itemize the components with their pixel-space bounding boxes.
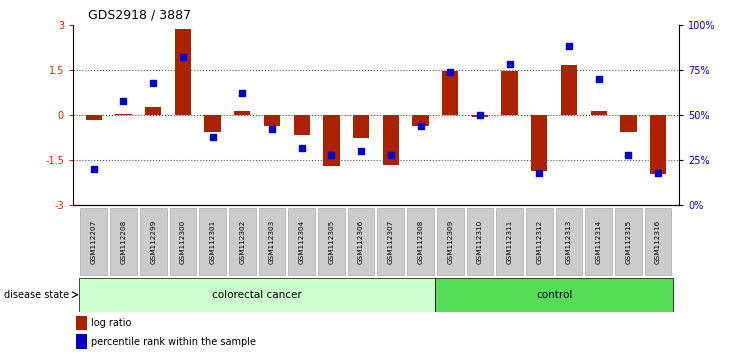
Text: GSM112313: GSM112313	[566, 219, 572, 264]
Bar	[412, 115, 429, 126]
Point	[326, 152, 337, 158]
Bar	[115, 114, 131, 115]
Bar	[383, 115, 399, 165]
Text: GSM112314: GSM112314	[596, 219, 602, 264]
Bar	[234, 112, 250, 115]
Point	[534, 170, 545, 176]
Text: GSM112304: GSM112304	[299, 219, 304, 264]
Text: GSM112309: GSM112309	[447, 219, 453, 264]
Point	[177, 55, 189, 60]
Bar	[353, 115, 369, 138]
Bar	[437, 209, 464, 275]
Text: GSM112301: GSM112301	[210, 219, 215, 264]
Bar	[502, 72, 518, 115]
Text: GSM112207: GSM112207	[91, 219, 97, 264]
Bar	[110, 209, 137, 275]
Bar	[264, 115, 280, 126]
Text: GSM112302: GSM112302	[239, 219, 245, 264]
Point	[474, 112, 485, 118]
Text: GSM112308: GSM112308	[418, 219, 423, 264]
Point	[653, 170, 664, 176]
Bar	[472, 115, 488, 116]
Text: GSM112303: GSM112303	[269, 219, 275, 264]
Text: GSM112311: GSM112311	[507, 219, 512, 264]
Bar	[496, 209, 523, 275]
Bar	[442, 72, 458, 115]
Text: GSM112312: GSM112312	[537, 219, 542, 264]
Point	[385, 152, 396, 158]
Text: control: control	[536, 290, 572, 300]
Text: GDS2918 / 3887: GDS2918 / 3887	[88, 8, 191, 21]
Bar	[229, 209, 255, 275]
Point	[237, 91, 248, 96]
Bar	[585, 209, 612, 275]
Bar	[377, 209, 404, 275]
Bar	[169, 209, 196, 275]
Point	[356, 148, 367, 154]
Text: GSM112316: GSM112316	[655, 219, 661, 264]
Bar	[526, 209, 553, 275]
Bar	[85, 115, 102, 120]
Bar	[556, 209, 583, 275]
Bar	[140, 209, 166, 275]
Bar	[199, 209, 226, 275]
Text: GSM112208: GSM112208	[120, 219, 126, 264]
Point	[504, 62, 515, 67]
Text: disease state: disease state	[4, 290, 69, 300]
Text: GSM112310: GSM112310	[477, 219, 483, 264]
Bar	[435, 278, 673, 312]
Text: GSM112305: GSM112305	[328, 219, 334, 264]
Point	[88, 166, 99, 172]
Bar	[347, 209, 374, 275]
Text: GSM112300: GSM112300	[180, 219, 186, 264]
Point	[593, 76, 604, 82]
Bar	[174, 29, 191, 115]
Bar	[531, 115, 548, 171]
Bar	[620, 115, 637, 132]
Bar	[76, 335, 87, 349]
Text: GSM112306: GSM112306	[358, 219, 364, 264]
Bar	[293, 115, 310, 135]
Bar	[80, 209, 107, 275]
Bar	[258, 209, 285, 275]
Bar	[76, 316, 87, 330]
Bar	[650, 115, 666, 174]
Text: colorectal cancer: colorectal cancer	[212, 290, 302, 300]
Bar	[323, 115, 339, 166]
Point	[118, 98, 129, 103]
Bar	[615, 209, 642, 275]
Point	[623, 152, 634, 158]
Bar	[288, 209, 315, 275]
Bar	[466, 209, 493, 275]
Point	[563, 44, 575, 49]
Bar	[204, 115, 220, 132]
Bar	[645, 209, 672, 275]
Text: GSM112315: GSM112315	[626, 219, 631, 264]
Bar	[591, 112, 607, 115]
Text: GSM112299: GSM112299	[150, 219, 156, 264]
Bar	[561, 65, 577, 115]
Text: GSM112307: GSM112307	[388, 219, 393, 264]
Bar	[407, 209, 434, 275]
Point	[445, 69, 456, 75]
Point	[266, 127, 278, 132]
Text: log ratio: log ratio	[91, 318, 131, 328]
Point	[207, 134, 218, 139]
Text: percentile rank within the sample: percentile rank within the sample	[91, 337, 256, 347]
Point	[415, 123, 426, 129]
Bar	[145, 107, 161, 115]
Point	[296, 145, 307, 150]
Bar	[79, 278, 435, 312]
Point	[147, 80, 159, 85]
Bar	[318, 209, 345, 275]
